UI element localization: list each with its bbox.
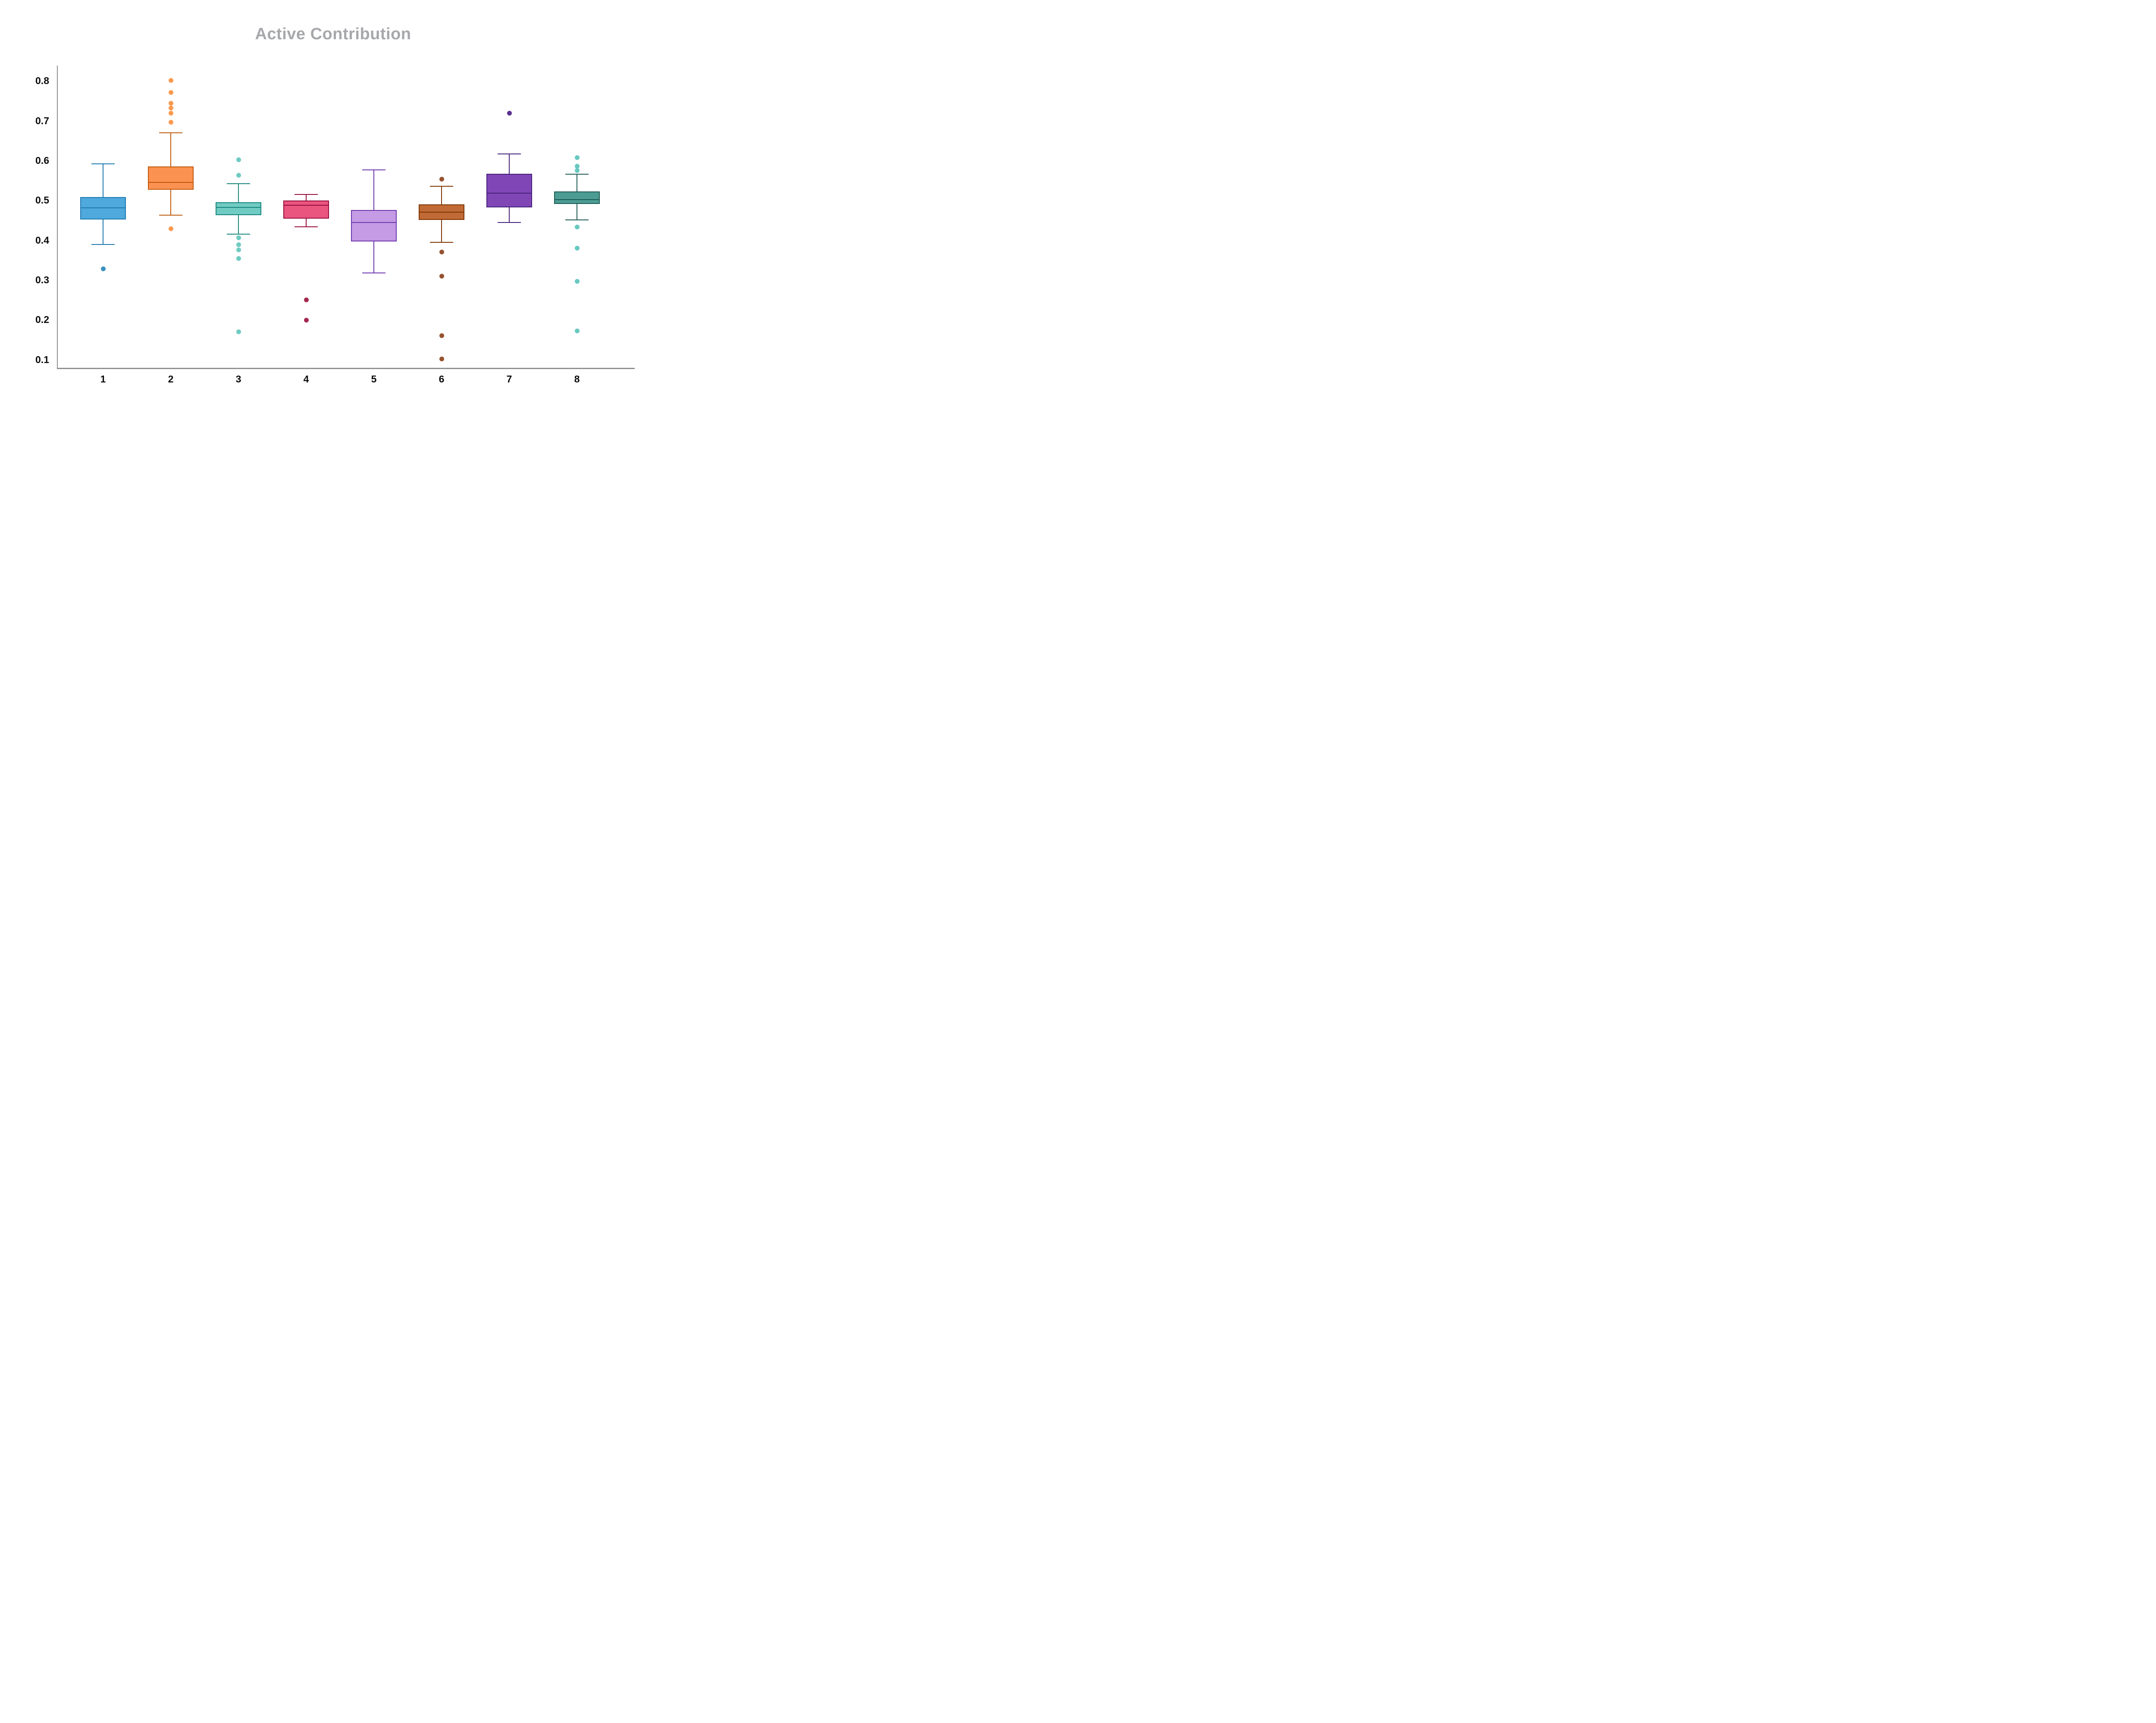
whisker-upper-cap	[295, 194, 318, 195]
y-tick-label: 0.8	[35, 75, 49, 87]
outlier-dot[interactable]	[574, 225, 580, 230]
whisker-lower-stem	[170, 190, 171, 216]
whisker-lower-cap	[565, 219, 589, 221]
y-tick-label: 0.4	[35, 234, 49, 246]
y-tick-label: 0.2	[35, 314, 49, 326]
whisker-lower-cap	[498, 222, 521, 223]
outlier-dot[interactable]	[236, 256, 241, 261]
outlier-dot[interactable]	[439, 357, 444, 362]
outlier-dot[interactable]	[168, 90, 173, 95]
whisker-lower-cap	[159, 215, 182, 216]
outlier-dot[interactable]	[439, 333, 444, 338]
box-5[interactable]	[351, 210, 397, 242]
x-tick-label: 4	[303, 373, 309, 385]
boxplot-figure: Active Contribution 0.1 0.2 0.3 0.4 0.5 0.6 0.…	[0, 0, 666, 431]
whisker-lower-stem	[373, 241, 374, 273]
outlier-dot[interactable]	[439, 176, 444, 182]
outlier-dot[interactable]	[168, 110, 173, 116]
whisker-lower-cap	[227, 233, 250, 235]
whisker-lower-cap	[430, 242, 453, 243]
x-tick-label: 6	[439, 373, 445, 385]
outlier-dot[interactable]	[236, 247, 241, 253]
chart-title: Active Contribution	[255, 25, 411, 43]
outlier-dot[interactable]	[168, 119, 173, 125]
outlier-dot[interactable]	[168, 78, 173, 83]
whisker-upper-stem	[441, 186, 442, 205]
y-tick-label: 0.5	[35, 194, 49, 206]
whisker-upper-cap	[362, 169, 385, 171]
whisker-lower-cap	[295, 226, 318, 228]
plot-area: 0.1 0.2 0.3 0.4 0.5 0.6 0.7 0.8 1 2 3 4 5 6 7 8	[0, 0, 666, 431]
y-tick-label: 0.1	[35, 354, 49, 365]
whisker-upper-cap	[91, 163, 115, 165]
outlier-dot[interactable]	[236, 329, 241, 335]
median-line	[80, 207, 126, 208]
whisker-upper-stem	[170, 133, 171, 166]
outlier-dot[interactable]	[236, 235, 241, 240]
outlier-dot[interactable]	[236, 157, 241, 162]
median-line	[283, 205, 329, 206]
box-4[interactable]	[283, 200, 329, 219]
y-axis-line	[56, 66, 58, 369]
x-axis-line	[56, 368, 635, 369]
whisker-upper-cap	[565, 174, 589, 175]
outlier-dot[interactable]	[168, 106, 173, 111]
outlier-dot[interactable]	[439, 249, 444, 254]
median-line	[351, 222, 397, 223]
whisker-upper-cap	[159, 132, 182, 134]
x-tick-label: 3	[235, 373, 241, 385]
outlier-dot[interactable]	[236, 172, 241, 178]
outlier-dot[interactable]	[574, 168, 580, 173]
outlier-dot[interactable]	[507, 111, 512, 116]
whisker-upper-stem	[238, 184, 239, 202]
outlier-dot[interactable]	[304, 298, 309, 303]
x-tick-label: 2	[168, 373, 174, 385]
outlier-dot[interactable]	[574, 245, 580, 251]
whisker-lower-stem	[441, 220, 442, 243]
whisker-upper-stem	[509, 154, 510, 174]
whisker-lower-cap	[91, 244, 115, 245]
outlier-dot[interactable]	[236, 242, 241, 247]
median-line	[148, 182, 194, 183]
whisker-upper-stem	[373, 170, 374, 210]
median-line	[486, 192, 532, 194]
x-tick-label: 7	[506, 373, 512, 385]
x-tick-label: 1	[100, 373, 106, 385]
whisker-upper-cap	[430, 185, 453, 187]
whisker-lower-stem	[509, 207, 510, 222]
y-tick-label: 0.6	[35, 154, 49, 166]
whisker-upper-stem	[306, 194, 307, 201]
outlier-dot[interactable]	[304, 317, 309, 323]
outlier-dot[interactable]	[574, 328, 580, 333]
y-tick-label: 0.3	[35, 274, 49, 285]
median-line	[419, 211, 464, 213]
outlier-dot[interactable]	[439, 274, 444, 279]
x-tick-label: 5	[371, 373, 377, 385]
outlier-dot[interactable]	[168, 226, 173, 232]
outlier-dot[interactable]	[574, 279, 580, 284]
box-2[interactable]	[148, 166, 194, 190]
x-tick-label: 8	[574, 373, 580, 385]
outlier-dot[interactable]	[574, 155, 580, 160]
outlier-dot[interactable]	[100, 266, 106, 272]
median-line	[554, 199, 600, 200]
whisker-lower-stem	[238, 215, 239, 234]
y-tick-label: 0.7	[35, 115, 49, 126]
whisker-upper-cap	[227, 183, 250, 185]
box-7[interactable]	[486, 174, 532, 207]
median-line	[216, 207, 261, 208]
outlier-dot[interactable]	[168, 101, 173, 106]
box-8[interactable]	[554, 191, 600, 204]
outlier-dot[interactable]	[574, 164, 580, 169]
whisker-lower-stem	[306, 218, 307, 227]
box-3[interactable]	[216, 202, 261, 216]
